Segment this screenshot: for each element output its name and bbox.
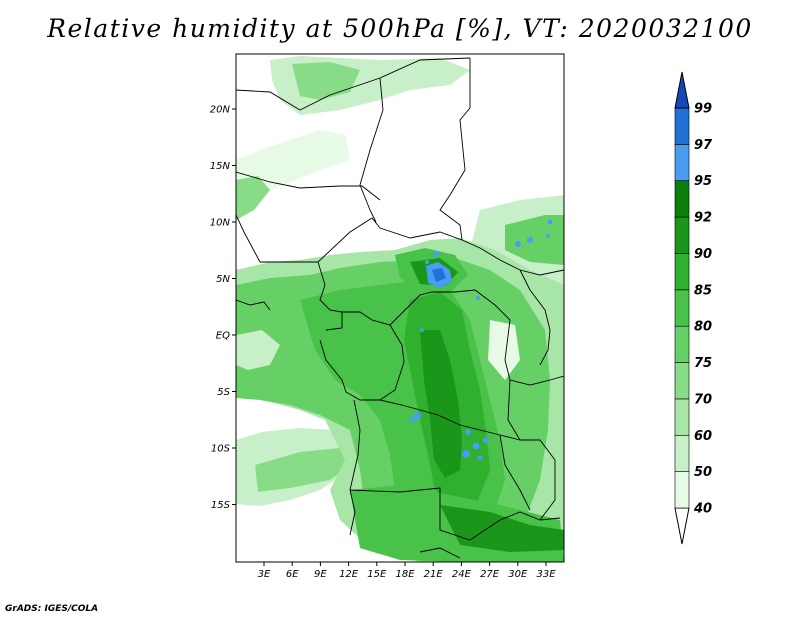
colorbar-label: 99: [694, 102, 712, 117]
colorbar: 40 50 60 70 75 80 85 90 92 95 97 99: [674, 71, 713, 545]
colorbar-segment: [674, 289, 690, 327]
lat-label: 15S: [211, 500, 231, 511]
colorbar-label: 70: [694, 392, 712, 407]
lon-label: 30E: [508, 569, 528, 580]
colorbar-max-triangle: [674, 71, 690, 109]
colorbar-label: 40: [693, 502, 712, 517]
colorbar-segment: [674, 362, 690, 400]
colorbar-segment: [674, 180, 690, 218]
lat-label: EQ: [216, 331, 230, 342]
colorbar-label: 50: [694, 465, 712, 480]
country-borders: [236, 57, 564, 559]
colorbar-label: 75: [694, 356, 712, 371]
colorbar-label: 80: [694, 320, 712, 335]
colorbar-label: 90: [694, 247, 712, 262]
chart-title: Relative humidity at 500hPa [%], VT: 202…: [47, 14, 753, 43]
lon-label: 12E: [339, 569, 359, 580]
colorbar-segment: [674, 144, 690, 182]
colorbar-segment: [674, 471, 690, 509]
lon-label: 33E: [536, 569, 556, 580]
lon-label: 6E: [286, 569, 299, 580]
lat-label: 5S: [217, 387, 230, 398]
colorbar-label: 95: [694, 174, 712, 189]
lon-label: 21E: [424, 569, 444, 580]
latitude-axis: 20N 15N 10N 5N EQ 5S 10S 15S: [210, 105, 236, 511]
colorbar-segment: [674, 325, 690, 363]
lat-label: 10S: [211, 444, 231, 455]
map-frame: [235, 53, 565, 563]
colorbar-segment: [674, 398, 690, 436]
lat-label: 20N: [210, 105, 231, 116]
colorbar-segment: [674, 434, 690, 472]
colorbar-min-triangle: [674, 507, 690, 545]
colorbar-segment: [674, 216, 690, 254]
colorbar-label: 60: [694, 429, 712, 444]
lon-label: 15E: [367, 569, 387, 580]
lat-label: 5N: [216, 274, 230, 285]
lon-label: 24E: [452, 569, 472, 580]
footer-credit: GrADS: IGES/COLA: [5, 604, 99, 614]
colorbar-label: 97: [694, 138, 713, 153]
lon-label: 27E: [480, 569, 500, 580]
colorbar-segment: [674, 253, 690, 291]
lat-label: 10N: [210, 218, 231, 229]
colorbar-label: 85: [694, 283, 712, 298]
colorbar-segment: [674, 107, 690, 145]
lon-label: 9E: [314, 569, 327, 580]
lon-label: 18E: [395, 569, 415, 580]
longitude-axis: 3E 6E 9E 12E 15E 18E 21E 24E 27E 30E 33E: [258, 562, 556, 580]
lon-label: 3E: [258, 569, 271, 580]
colorbar-label: 92: [694, 211, 712, 226]
lat-label: 15N: [210, 161, 231, 172]
